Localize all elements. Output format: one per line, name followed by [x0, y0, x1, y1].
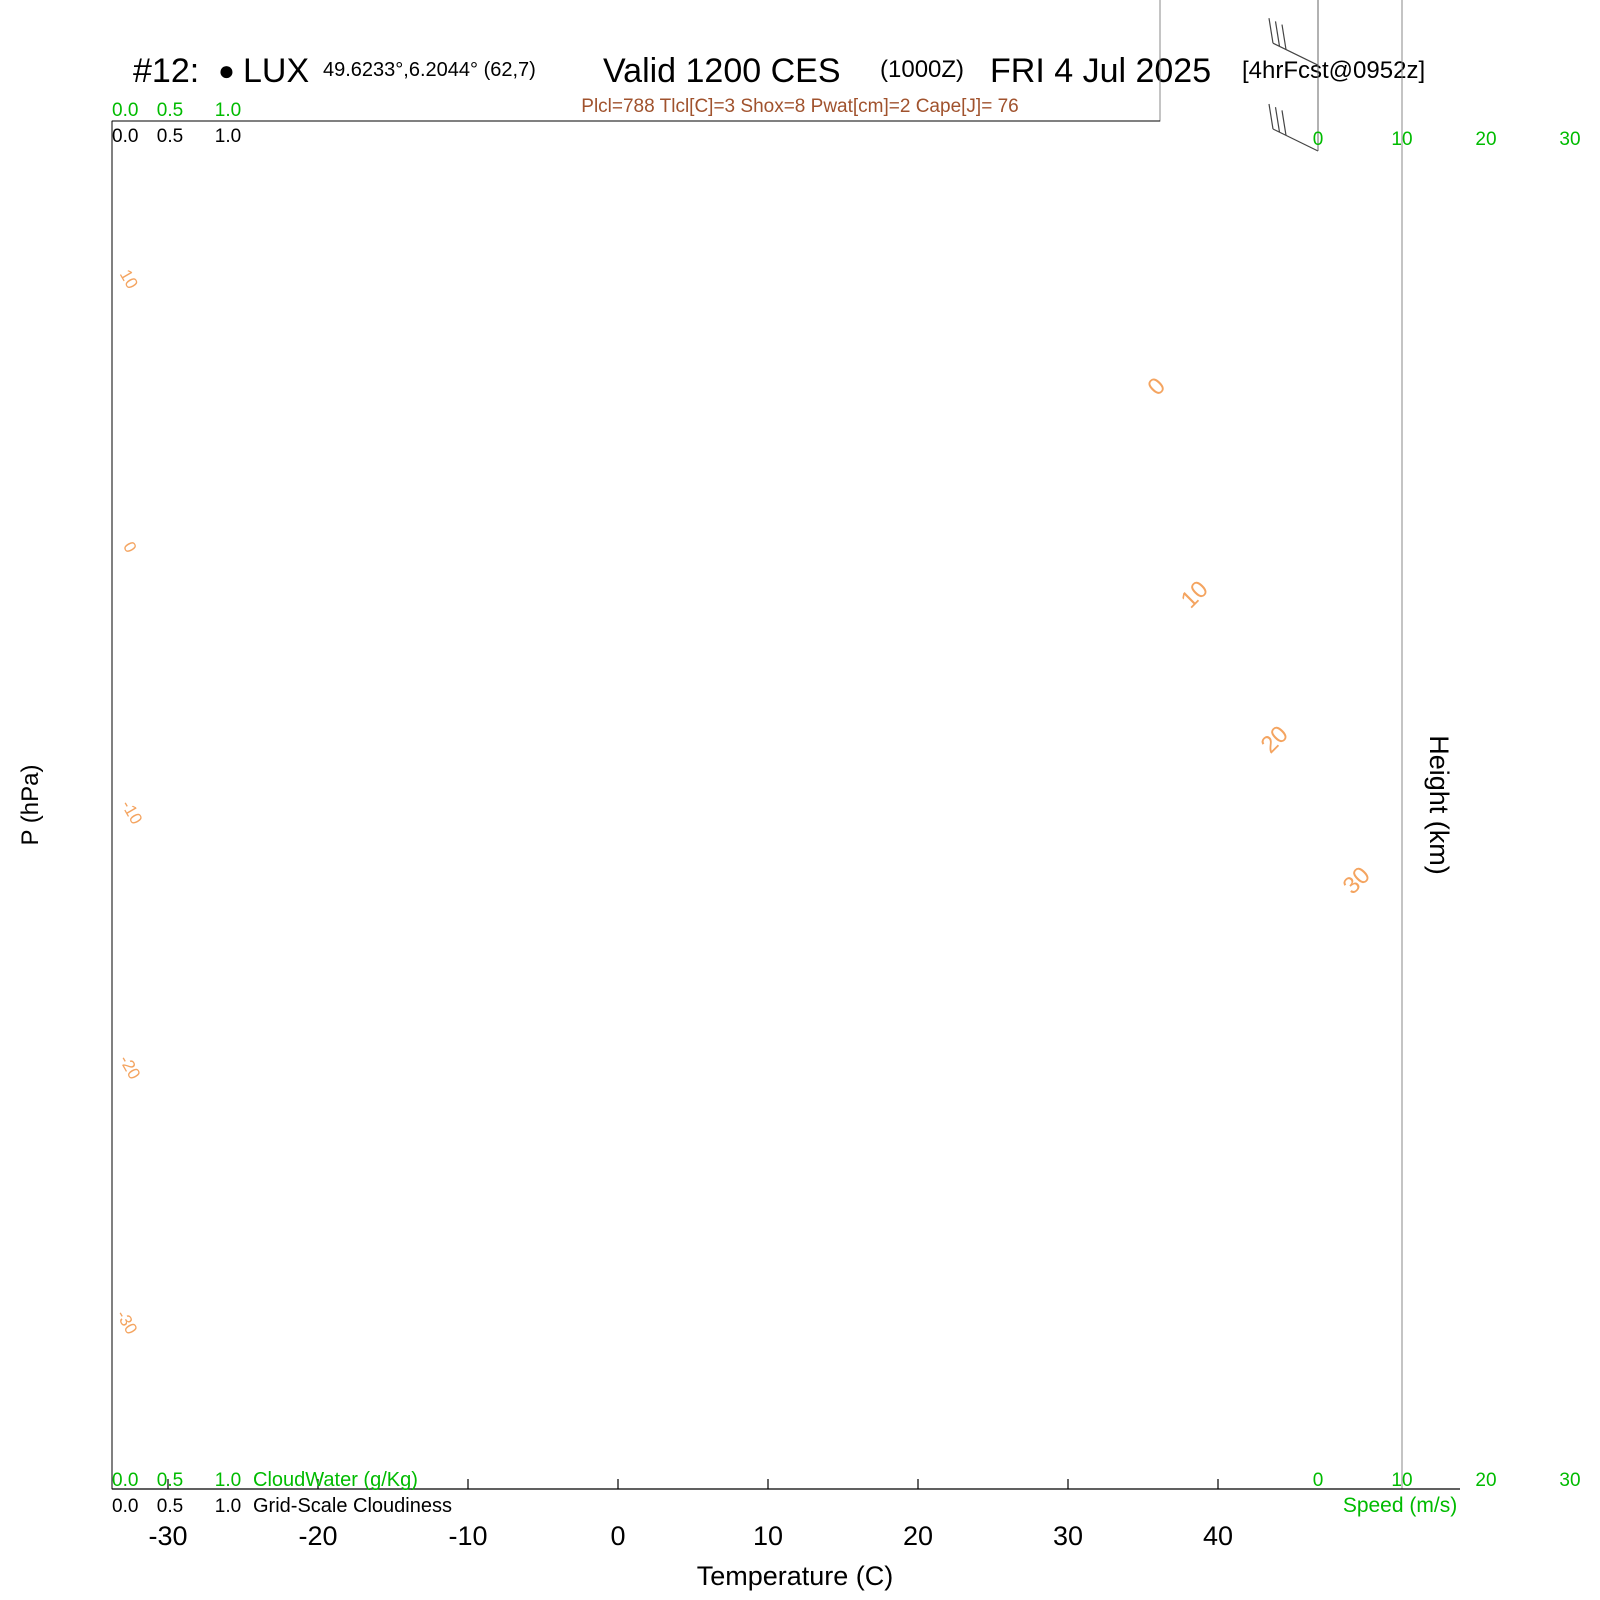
- speed-tick-label-bottom: 0: [1313, 1470, 1324, 1491]
- temperature-axis: -30 -20 -10 0 10 20 30 40: [148, 1479, 1233, 1551]
- x-tick-label: 0: [610, 1521, 625, 1551]
- dry-adiabat-label: -10: [117, 797, 146, 828]
- wind-barb-flag: [1281, 110, 1287, 136]
- valid-time: Valid 1200 CES: [603, 52, 841, 90]
- x-tick-label: 20: [903, 1521, 933, 1551]
- chart-header: #12: ● LUX 49.6233°,6.2044° (62,7) Valid…: [133, 52, 1425, 117]
- wind-barb-flag: [1274, 107, 1281, 133]
- wind-barb: [1268, 18, 1319, 66]
- background-line-labels: 1235812200102030100-10-20-30: [112, 266, 1376, 1338]
- station-coords: 49.6233°,6.2044° (62,7): [323, 59, 536, 81]
- x-tick-label: 10: [753, 1521, 783, 1551]
- cloudiness-scale-label-top: 1.0: [215, 126, 241, 147]
- plot-frame: [111, 0, 1460, 1490]
- cloudwater-scale-label-bottom: 0.5: [157, 1470, 183, 1491]
- valid-date: FRI 4 Jul 2025: [990, 52, 1211, 90]
- cloudwater-label: CloudWater (g/Kg): [253, 1469, 418, 1491]
- dry-adiabat-label: 0: [119, 538, 140, 556]
- cloudiness-scale-label-bottom: 0.5: [157, 1496, 183, 1517]
- x-tick-label: -10: [448, 1521, 487, 1551]
- cloudwater-scale-label-top: 1.0: [215, 100, 241, 121]
- frame-outline: [111, 0, 1403, 1490]
- station-name: LUX: [243, 52, 309, 90]
- isotherm-label: 30: [1338, 862, 1376, 900]
- dry-adiabat-label: -30: [112, 1307, 141, 1338]
- dry-adiabat-label: -20: [115, 1052, 144, 1083]
- speed-tick-label-top: 10: [1391, 129, 1412, 150]
- x-tick-label: 40: [1203, 1521, 1233, 1551]
- x-axis-title: Temperature (C): [697, 1561, 894, 1591]
- parcel-params: Plcl=788 Tlcl[C]=3 Shox=8 Pwat[cm]=2 Cap…: [581, 96, 1018, 117]
- cloudiness-label: Grid-Scale Cloudiness: [253, 1495, 452, 1517]
- speed-tick-label-bottom: 30: [1559, 1470, 1580, 1491]
- zulu-time: (1000Z): [880, 56, 964, 83]
- x-tick-label: 30: [1053, 1521, 1083, 1551]
- station-id: #12:: [133, 52, 199, 90]
- station-dot: ●: [218, 55, 235, 86]
- wind-speed-panel: 0 0 10 10 20 20 30 30: [1313, 0, 1581, 1491]
- wind-barb: [1268, 103, 1319, 152]
- dry-adiabat-label: 10: [116, 266, 142, 292]
- speed-tick-label-bottom: 20: [1475, 1470, 1496, 1491]
- wind-barb-flag: [1281, 24, 1287, 50]
- x-tick-label: -20: [298, 1521, 337, 1551]
- isotherm-label: 0: [1142, 372, 1171, 401]
- wind-barb-flag: [1268, 103, 1274, 130]
- wind-barb-staff: [1272, 128, 1319, 152]
- x-tick-label: -30: [148, 1521, 187, 1551]
- cloudwater-scale-label-bottom: 1.0: [215, 1470, 241, 1491]
- wind-barb-flag: [1268, 18, 1274, 44]
- y-axis-title: P (hPa): [17, 765, 44, 846]
- cloudwater-scale-label-top: 0.5: [157, 100, 183, 121]
- speed-axis-title: Speed (m/s): [1343, 1494, 1457, 1517]
- wind-barb-flag: [1274, 21, 1281, 47]
- speed-tick-label-top: 20: [1475, 129, 1496, 150]
- speed-tick-label-top: 30: [1559, 129, 1580, 150]
- cloud-panel: 0.0 0.0 0.0 0.0 0.5 0.5 0.5 0.5 1.0 1.0 1.0 1.0 Clou…: [112, 100, 452, 1517]
- cloudwater-scale-label-top: 0.0: [112, 100, 138, 121]
- isotherm-label: 20: [1256, 721, 1294, 759]
- isotherm-label: 10: [1176, 576, 1214, 614]
- cloudiness-scale-label-bottom: 1.0: [215, 1496, 241, 1517]
- height-axis-title: Height (km): [1424, 735, 1454, 875]
- cloudiness-scale-label-top: 0.5: [157, 126, 183, 147]
- speed-tick-label-bottom: 10: [1391, 1470, 1412, 1491]
- wind-barbs: [1268, 18, 1319, 152]
- forecast-label: [4hrFcst@0952z]: [1242, 57, 1425, 84]
- wind-barb-staff: [1272, 42, 1319, 66]
- cloudiness-scale-label-top: 0.0: [112, 126, 138, 147]
- speed-tick-label-top: 0: [1313, 129, 1324, 150]
- cloudwater-scale-label-bottom: 0.0: [112, 1470, 138, 1491]
- cloudiness-scale-label-bottom: 0.0: [112, 1496, 138, 1517]
